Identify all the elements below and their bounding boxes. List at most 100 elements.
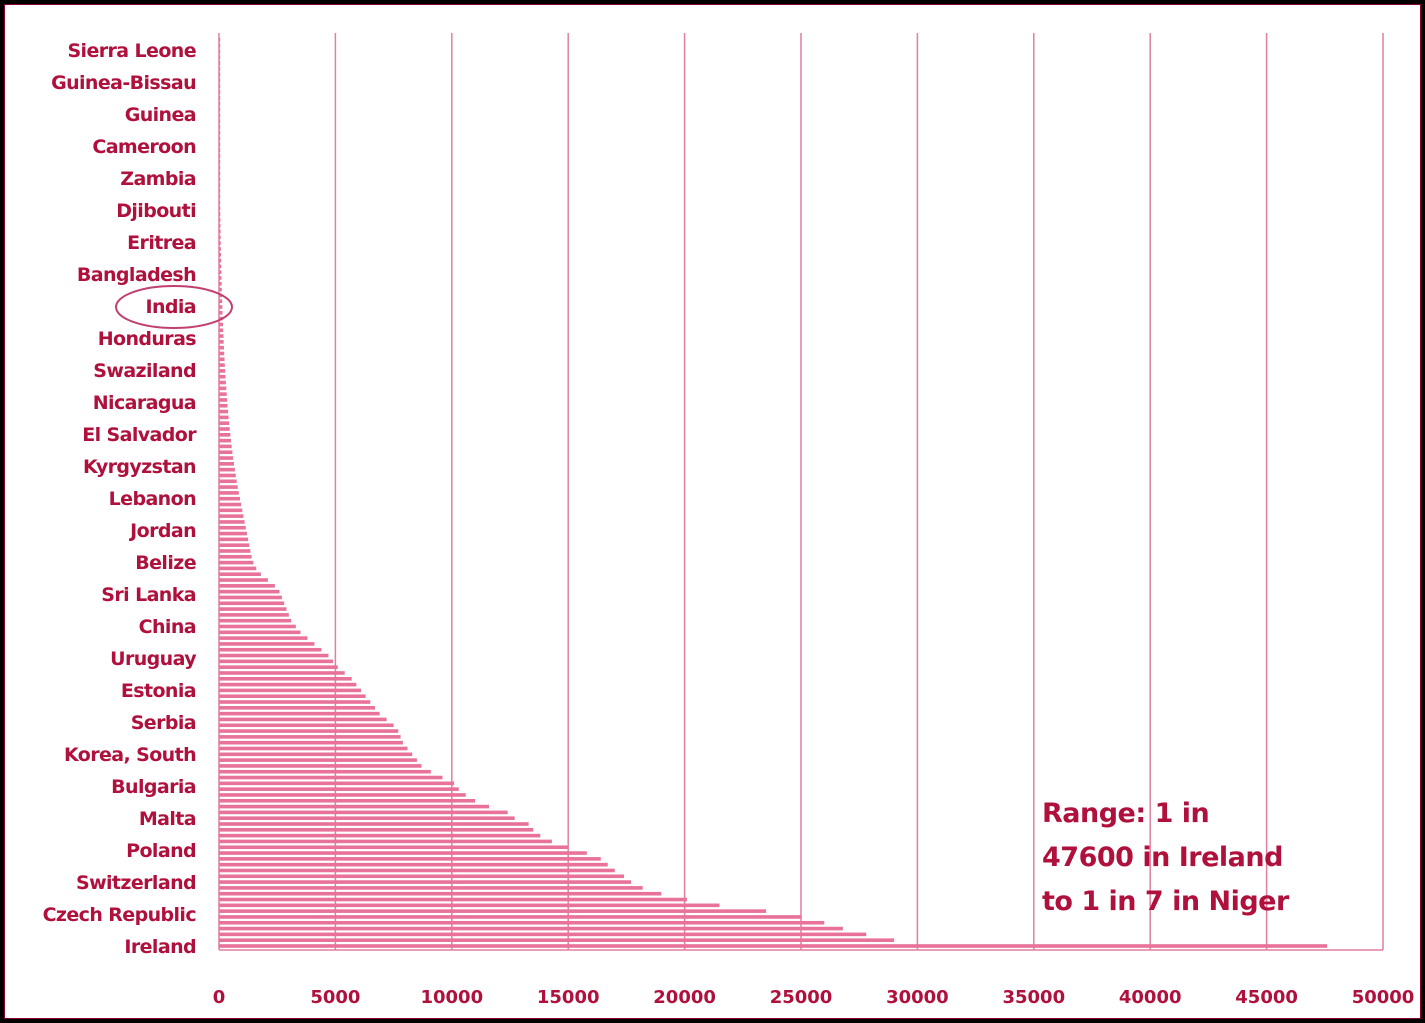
bar-37 bbox=[219, 252, 221, 257]
bar-106 bbox=[219, 653, 329, 658]
bar-29 bbox=[219, 206, 221, 211]
bar-153 bbox=[219, 926, 843, 931]
bar-30 bbox=[219, 212, 221, 216]
bar-116 bbox=[219, 711, 380, 716]
x-tick-50000: 50000 bbox=[1352, 987, 1415, 1008]
bar-113 bbox=[219, 694, 366, 699]
bar-103 bbox=[219, 636, 308, 640]
bar-7 bbox=[219, 78, 221, 83]
bar-42 bbox=[219, 281, 222, 286]
bar-11 bbox=[219, 101, 221, 106]
bar-88 bbox=[219, 549, 251, 553]
bar-4 bbox=[219, 61, 221, 65]
bar-66 bbox=[219, 421, 230, 425]
bar-98 bbox=[219, 607, 287, 611]
bar-118 bbox=[219, 723, 394, 728]
y-label-sri-lanka: Sri Lanka bbox=[101, 584, 196, 606]
bar-38 bbox=[219, 258, 222, 263]
bar-135 bbox=[219, 822, 529, 826]
bar-156 bbox=[219, 944, 1328, 948]
bar-2 bbox=[219, 49, 221, 54]
annotation-line-3: to 1 in 7 in Niger bbox=[1042, 886, 1290, 917]
x-tick-10000: 10000 bbox=[420, 987, 483, 1008]
bar-122 bbox=[219, 746, 408, 751]
bar-71 bbox=[219, 450, 233, 455]
bar-16 bbox=[219, 130, 221, 135]
bar-33 bbox=[219, 229, 221, 234]
bar-3 bbox=[219, 55, 221, 60]
bar-105 bbox=[219, 647, 322, 652]
y-label-bangladesh: Bangladesh bbox=[77, 264, 196, 286]
bar-36 bbox=[219, 247, 221, 251]
bar-31 bbox=[219, 218, 221, 222]
bar-76 bbox=[219, 479, 237, 484]
bar-100 bbox=[219, 618, 292, 623]
range-annotation: Range: 1 in 47600 in Ireland to 1 in 7 i… bbox=[1042, 798, 1290, 917]
bar-61 bbox=[219, 392, 227, 396]
india-highlight-ellipse bbox=[115, 285, 233, 329]
bar-72 bbox=[219, 456, 234, 460]
bar-27 bbox=[219, 194, 221, 199]
bar-56 bbox=[219, 363, 225, 367]
bar-52 bbox=[219, 340, 224, 344]
x-tick-45000: 45000 bbox=[1235, 987, 1298, 1008]
bar-89 bbox=[219, 554, 252, 559]
y-label-malta: Malta bbox=[139, 808, 196, 830]
bar-141 bbox=[219, 857, 601, 861]
bar-84 bbox=[219, 525, 246, 530]
bar-18 bbox=[219, 142, 221, 147]
bar-67 bbox=[219, 427, 230, 431]
bar-57 bbox=[219, 369, 226, 373]
y-label-czech-republic: Czech Republic bbox=[43, 904, 196, 926]
y-label-cameroon: Cameroon bbox=[92, 136, 196, 158]
bar-138 bbox=[219, 839, 552, 844]
bar-149 bbox=[219, 903, 720, 908]
bar-53 bbox=[219, 345, 224, 350]
bar-41 bbox=[219, 276, 222, 280]
bar-25 bbox=[219, 183, 221, 187]
y-label-djibouti: Djibouti bbox=[116, 200, 196, 222]
bar-90 bbox=[219, 560, 254, 565]
bar-95 bbox=[219, 589, 280, 594]
bar-32 bbox=[219, 223, 221, 228]
y-label-eritrea: Eritrea bbox=[127, 232, 196, 254]
bar-10 bbox=[219, 96, 221, 100]
y-label-guinea: Guinea bbox=[125, 104, 196, 126]
bar-151 bbox=[219, 915, 801, 919]
bar-143 bbox=[219, 868, 615, 873]
bar-132 bbox=[219, 804, 490, 809]
bar-34 bbox=[219, 235, 221, 240]
bar-142 bbox=[219, 862, 608, 867]
y-label-sierra-leone: Sierra Leone bbox=[67, 40, 196, 62]
y-label-poland: Poland bbox=[126, 840, 196, 862]
bar-99 bbox=[219, 613, 289, 617]
bar-134 bbox=[219, 816, 515, 820]
bar-94 bbox=[219, 584, 275, 588]
bar-155 bbox=[219, 938, 895, 942]
bar-1 bbox=[219, 43, 221, 48]
bar-121 bbox=[219, 740, 403, 745]
bar-68 bbox=[219, 433, 231, 437]
bar-23 bbox=[219, 171, 221, 176]
bar-136 bbox=[219, 828, 534, 832]
bar-146 bbox=[219, 886, 643, 890]
bar-93 bbox=[219, 578, 268, 582]
bar-125 bbox=[219, 764, 422, 768]
y-label-korea-south: Korea, South bbox=[64, 744, 196, 766]
bar-108 bbox=[219, 665, 338, 669]
bar-107 bbox=[219, 659, 334, 664]
bar-79 bbox=[219, 496, 240, 501]
y-label-swaziland: Swaziland bbox=[93, 360, 196, 382]
bar-35 bbox=[219, 241, 221, 245]
bar-5 bbox=[219, 67, 221, 71]
bar-101 bbox=[219, 624, 296, 629]
y-label-guinea-bissau: Guinea-Bissau bbox=[51, 72, 196, 94]
bars bbox=[219, 38, 1328, 948]
bar-49 bbox=[219, 322, 223, 327]
bar-15 bbox=[219, 125, 221, 129]
bar-20 bbox=[219, 154, 221, 158]
bar-114 bbox=[219, 700, 371, 704]
bar-63 bbox=[219, 403, 228, 408]
bar-124 bbox=[219, 758, 417, 762]
